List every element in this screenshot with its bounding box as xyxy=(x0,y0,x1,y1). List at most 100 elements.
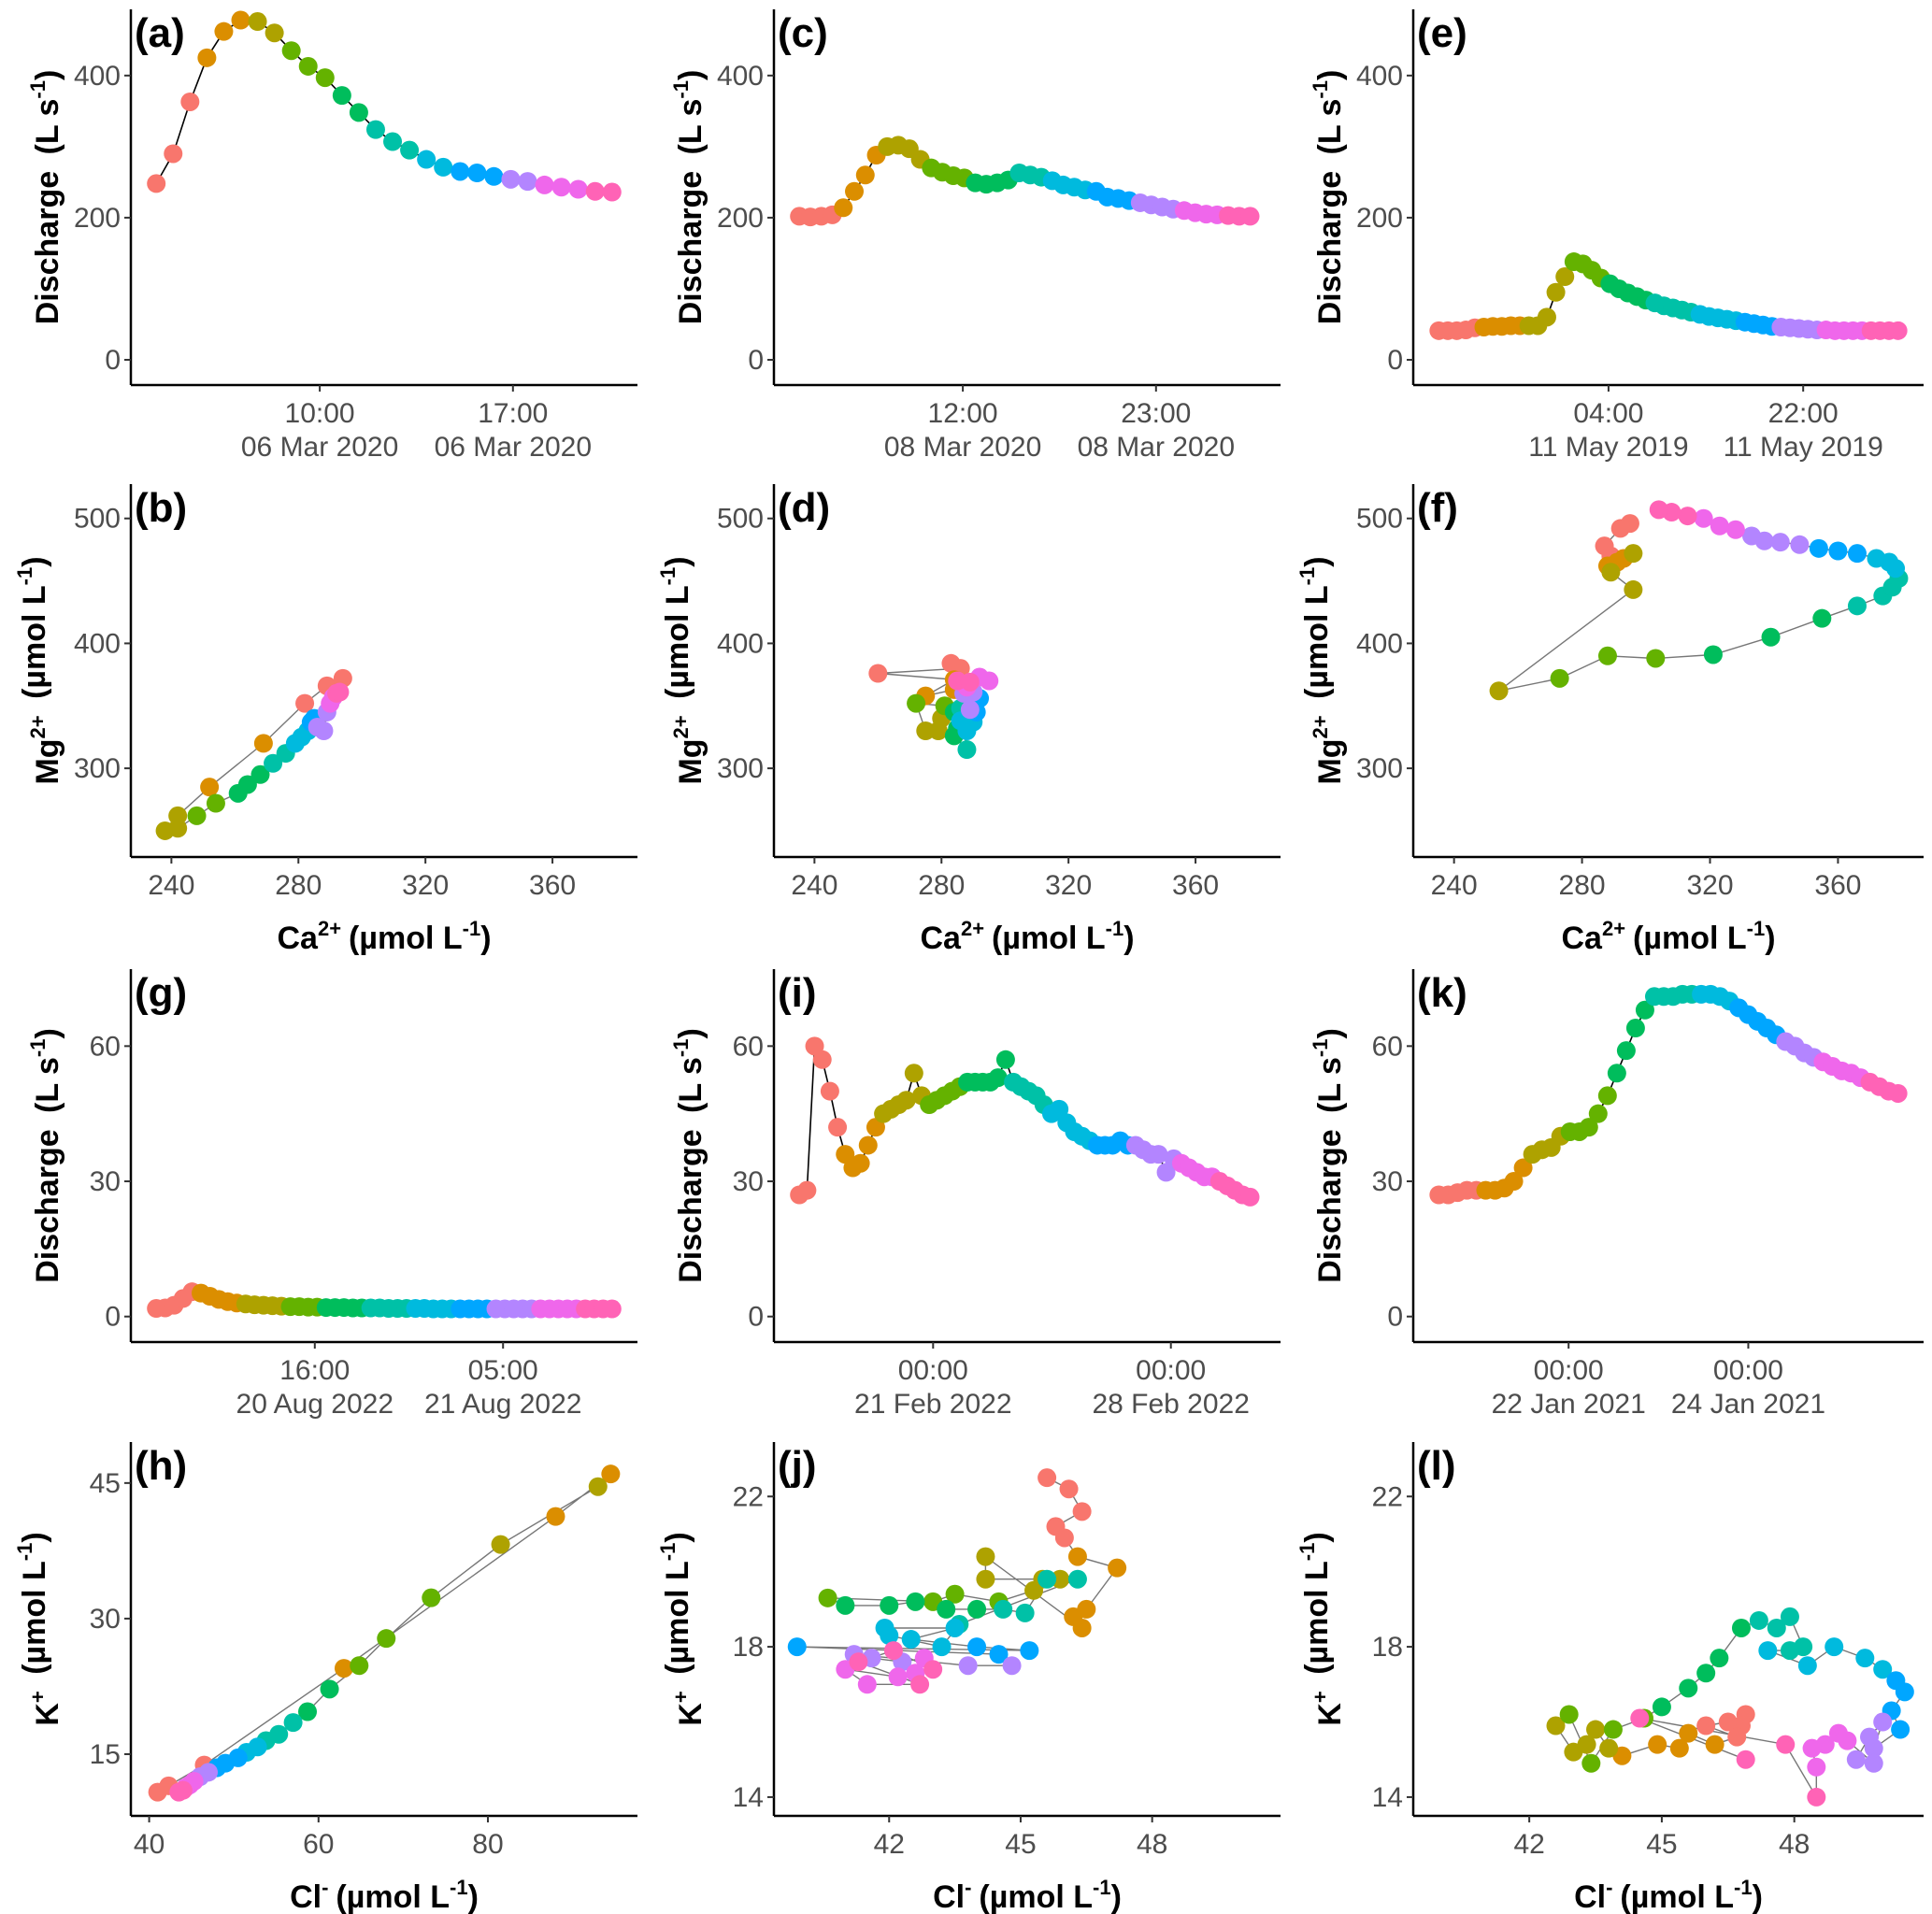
data-point xyxy=(787,1637,807,1657)
data-point xyxy=(868,664,888,683)
data-point xyxy=(187,806,207,825)
data-point xyxy=(484,166,504,186)
data-point xyxy=(945,1618,965,1637)
y-axis-title-main: Discharge xyxy=(30,171,65,324)
x-axis-title-charge: - xyxy=(965,1876,971,1899)
data-point xyxy=(417,150,436,169)
y-axis-title-charge: 2+ xyxy=(1309,715,1332,738)
data-point xyxy=(568,179,588,199)
x-tick-label: 40 xyxy=(134,1829,165,1860)
y-tick-label: 500 xyxy=(74,504,121,535)
panel-label: (b) xyxy=(135,485,187,531)
data-point xyxy=(491,1535,510,1554)
data-point xyxy=(588,1477,608,1496)
y-axis-title-exponent: -1 xyxy=(669,80,693,99)
data-point xyxy=(1679,1723,1698,1743)
data-point xyxy=(197,48,217,67)
data-point xyxy=(989,1645,1009,1664)
data-point xyxy=(214,21,234,41)
data-point xyxy=(237,775,257,794)
x-axis-title: Ca2+ (µmol L-1) xyxy=(1561,917,1775,956)
data-point xyxy=(546,1507,565,1526)
x-axis-title-species: Ca xyxy=(1561,921,1603,956)
y-tick-label: 15 xyxy=(90,1739,121,1770)
y-tick-label: 30 xyxy=(733,1166,764,1197)
y-axis-title: Discharge (L s-1) xyxy=(1309,70,1348,325)
data-point xyxy=(1895,1682,1914,1702)
data-point xyxy=(1776,1735,1796,1754)
y-axis-title-charge: 2+ xyxy=(669,715,693,738)
data-point xyxy=(1807,1787,1826,1807)
data-point xyxy=(1607,1064,1626,1083)
y-tick-label: 300 xyxy=(717,753,764,784)
data-point xyxy=(1797,1656,1817,1676)
data-point xyxy=(976,1547,995,1566)
y-axis-title-unit: (L s xyxy=(673,99,708,164)
y-axis-title-close: ) xyxy=(17,556,52,566)
x-tick-date-label: 06 Mar 2020 xyxy=(241,432,398,463)
x-axis-title-close: ) xyxy=(1123,921,1134,956)
y-axis-title-unit: (µmol L xyxy=(660,585,695,707)
y-tick-label: 30 xyxy=(90,1604,121,1635)
y-axis-title-close: ) xyxy=(673,70,708,80)
data-point xyxy=(501,169,521,189)
data-point xyxy=(1809,538,1828,558)
y-axis-title: Discharge (L s-1) xyxy=(669,70,708,325)
panel-label: (i) xyxy=(778,970,817,1016)
data-point xyxy=(1067,1547,1087,1566)
x-tick-label: 280 xyxy=(1559,870,1606,901)
y-tick-label: 14 xyxy=(1372,1782,1403,1813)
data-point xyxy=(1888,321,1908,340)
y-axis-title-close: ) xyxy=(1312,1028,1348,1038)
x-axis-title-species: Ca xyxy=(920,921,962,956)
data-point xyxy=(851,1153,870,1173)
data-point xyxy=(1489,681,1509,701)
panel-label: (g) xyxy=(135,970,187,1016)
y-axis-title-exponent: -1 xyxy=(1295,1543,1319,1562)
data-point xyxy=(1059,1479,1079,1499)
y-axis-title-unit: (L s xyxy=(30,99,65,164)
data-point xyxy=(264,753,283,773)
x-axis-title-exponent: -1 xyxy=(1747,917,1766,940)
x-tick-label: 240 xyxy=(148,870,194,901)
x-axis-title-close: ) xyxy=(468,1879,479,1914)
y-axis-title-close: ) xyxy=(1312,70,1348,80)
x-axis-title-species: Cl xyxy=(933,1879,965,1914)
y-tick-label: 18 xyxy=(1372,1632,1403,1663)
data-point xyxy=(330,682,350,702)
data-point xyxy=(1736,1750,1755,1769)
data-point xyxy=(1067,1569,1087,1589)
data-point xyxy=(812,1050,832,1069)
y-axis-title-main: Discharge xyxy=(673,1129,708,1282)
data-point xyxy=(1725,520,1745,539)
data-point xyxy=(169,1782,189,1802)
x-tick-label: 280 xyxy=(275,870,322,901)
x-tick-time-label: 05:00 xyxy=(468,1355,538,1386)
data-point xyxy=(467,164,487,183)
x-axis-title: Cl- (µmol L-1) xyxy=(290,1876,479,1914)
data-point xyxy=(1564,1742,1583,1762)
data-point xyxy=(1846,1750,1866,1769)
data-point xyxy=(585,181,605,201)
y-axis-title-unit: (L s xyxy=(1312,99,1348,164)
data-point xyxy=(880,1595,899,1615)
y-axis-title-unit: (µmol L xyxy=(660,1561,695,1683)
x-tick-date-label: 08 Mar 2020 xyxy=(1078,432,1235,463)
x-axis-title-exponent: -1 xyxy=(1734,1876,1753,1899)
x-tick-label: 45 xyxy=(1646,1829,1677,1860)
data-point xyxy=(349,103,368,122)
data-point xyxy=(1847,596,1867,616)
data-point xyxy=(1891,1720,1911,1739)
data-point xyxy=(253,734,273,753)
data-point xyxy=(883,1641,903,1661)
data-point xyxy=(1649,500,1668,520)
data-point xyxy=(1546,282,1566,302)
data-point xyxy=(820,1081,839,1101)
